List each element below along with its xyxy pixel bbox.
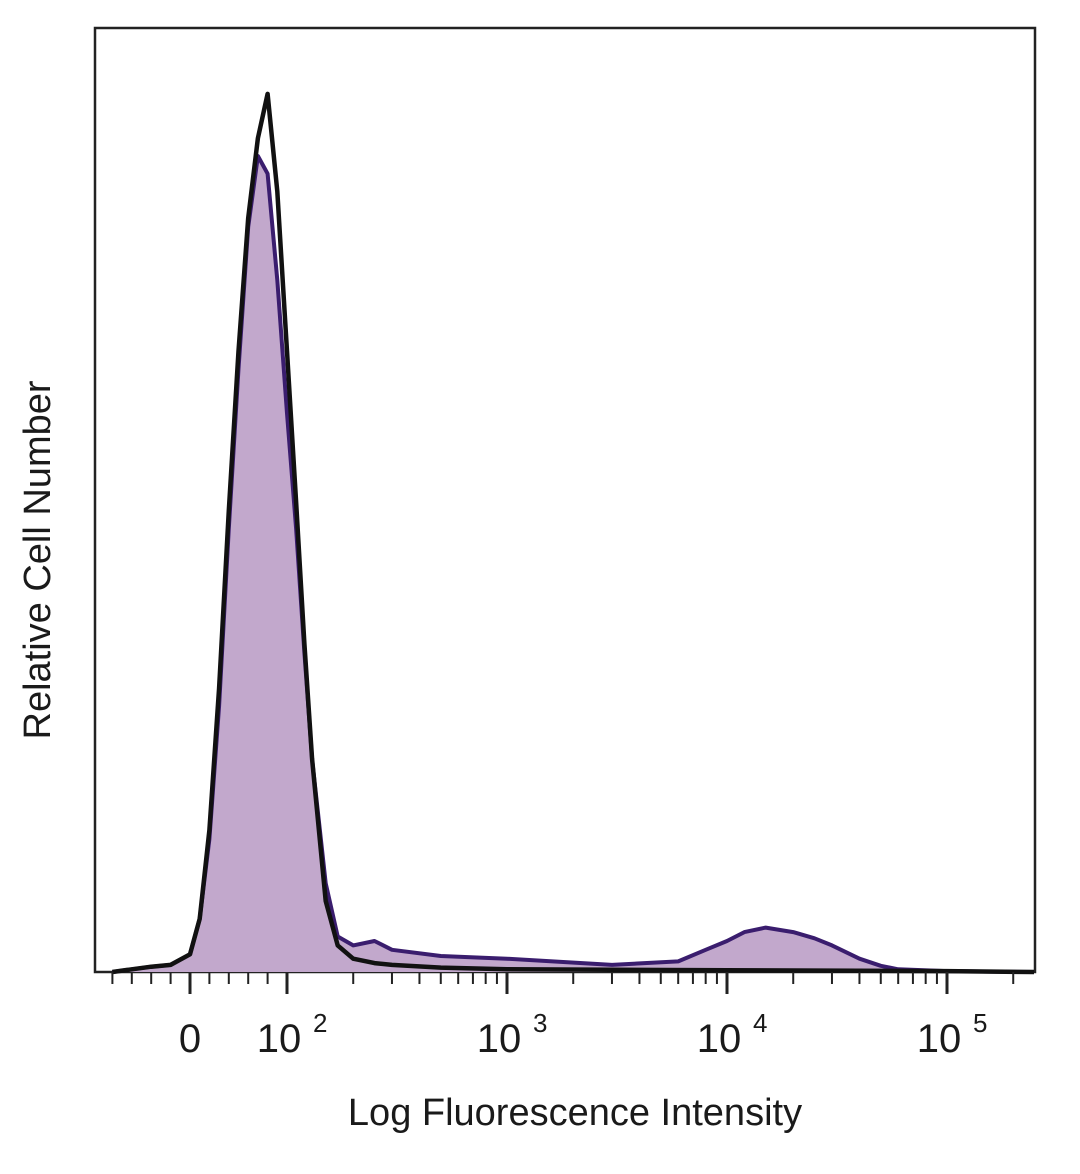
x-tick-label: 0 — [179, 1017, 201, 1061]
y-axis-label: Relative Cell Number — [17, 380, 59, 739]
x-tick-label: 10 — [697, 1017, 742, 1061]
series-layer — [112, 91, 1035, 975]
series-1-line — [112, 91, 1035, 975]
x-axis-label: Log Fluorescence Intensity — [348, 1092, 802, 1134]
x-tick-exponent: 3 — [533, 1008, 547, 1038]
x-tick-label: 10 — [257, 1017, 302, 1061]
x-tick-label: 10 — [477, 1017, 522, 1061]
x-tick-exponent: 4 — [753, 1008, 767, 1038]
x-tick-label: 10 — [917, 1017, 962, 1061]
x-tick-layer: 0 10 2 10 3 10 4 10 5 — [111, 972, 1015, 1061]
x-tick-exponent: 5 — [973, 1008, 987, 1038]
x-axis-ticks: 0 10 2 10 3 10 4 10 5 — [111, 972, 1015, 1061]
x-tick-exponent: 2 — [313, 1008, 327, 1038]
